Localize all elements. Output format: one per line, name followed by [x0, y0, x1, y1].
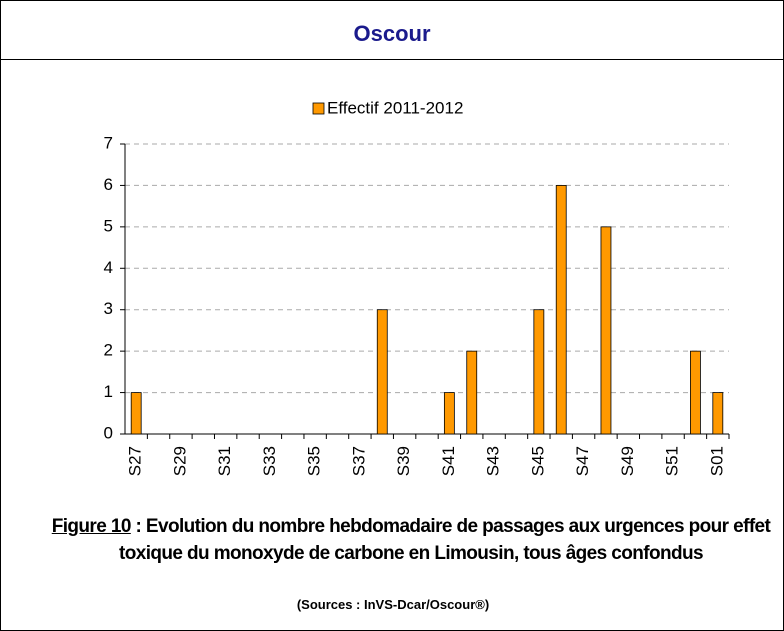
y-tick-label: 7 — [104, 133, 113, 152]
bar — [376, 309, 388, 435]
y-tick-label: 2 — [104, 341, 113, 360]
x-tick-label: S37 — [349, 446, 368, 476]
bar — [600, 226, 612, 435]
header-title: Oscour — [1, 1, 783, 60]
bar — [466, 350, 478, 435]
x-tick-label: S27 — [126, 446, 145, 476]
caption-text: : Evolution du nombre hebdomadaire de pa… — [119, 516, 771, 564]
x-tick-label: S31 — [215, 446, 234, 476]
x-tick-label: S51 — [663, 446, 682, 476]
x-tick-label: S33 — [260, 446, 279, 476]
x-tick-label: S45 — [528, 446, 547, 476]
x-tick-label: S35 — [305, 446, 324, 476]
y-tick-label: 3 — [104, 299, 113, 318]
caption: Figure 10 : Evolution du nombre hebdomad… — [41, 513, 781, 567]
figure-number: Figure 10 — [51, 516, 132, 537]
bar — [555, 185, 567, 435]
legend-label: Effectif 2011-2012 — [327, 98, 463, 117]
x-tick-label: S47 — [573, 446, 592, 476]
bar — [443, 392, 455, 435]
x-tick-label: S43 — [484, 446, 503, 476]
caption-source: (Sources : InVS-Dcar/Oscour®) — [296, 597, 490, 612]
bar — [130, 392, 142, 435]
bar — [533, 309, 545, 435]
y-tick-label: 0 — [104, 423, 113, 442]
bar — [712, 392, 724, 435]
x-tick-label: S39 — [394, 446, 413, 476]
y-tick-label: 5 — [104, 216, 113, 235]
x-tick-label: S49 — [618, 446, 637, 476]
bar — [690, 350, 701, 435]
y-tick-label: 4 — [104, 258, 113, 277]
y-tick-label: 1 — [104, 382, 113, 401]
x-tick-label: S01 — [707, 446, 726, 476]
legend-swatch — [312, 102, 325, 115]
x-tick-label: S29 — [170, 446, 189, 476]
x-tick-label: S41 — [439, 446, 458, 476]
chart: Effectif 2011-2012 0 1 2 3 4 5 6 7 S27 S29 S31 S33 S3… — [104, 98, 730, 476]
y-tick-label: 6 — [104, 175, 113, 194]
